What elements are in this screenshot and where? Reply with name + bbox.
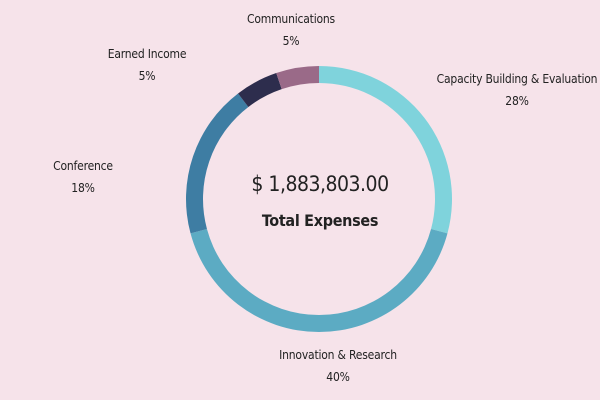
total-expenses-label: Total Expenses	[261, 211, 379, 230]
slice-percent: 40%	[326, 370, 350, 384]
label-earned-income: Earned Income 5%	[108, 43, 187, 87]
slice-percent: 5%	[282, 34, 300, 48]
slice-label-text: Innovation & Research	[279, 348, 397, 362]
donut-slice-communications	[276, 66, 319, 90]
slice-label-text: Capacity Building & Evaluation	[436, 72, 598, 86]
label-innovation-research: Innovation & Research 40%	[279, 344, 397, 388]
donut-slice-conference	[185, 93, 249, 234]
donut-slice-earned-income	[238, 73, 282, 107]
label-conference: Conference 18%	[53, 155, 113, 199]
donut-slice-innovation-research	[190, 229, 448, 332]
label-capacity-building: Capacity Building & Evaluation 28%	[437, 68, 598, 112]
slice-percent: 5%	[138, 69, 156, 83]
total-expenses-value: $ 1,883,803.00	[251, 172, 389, 196]
slice-percent: 18%	[71, 181, 95, 195]
slice-label-text: Conference	[53, 159, 113, 173]
donut-slice-capacity-building-evaluation	[319, 66, 452, 234]
slice-percent: 28%	[505, 94, 529, 108]
slice-label-text: Earned Income	[107, 47, 187, 61]
label-communications: Communications 5%	[247, 8, 335, 52]
slice-label-text: Communications	[247, 12, 335, 26]
